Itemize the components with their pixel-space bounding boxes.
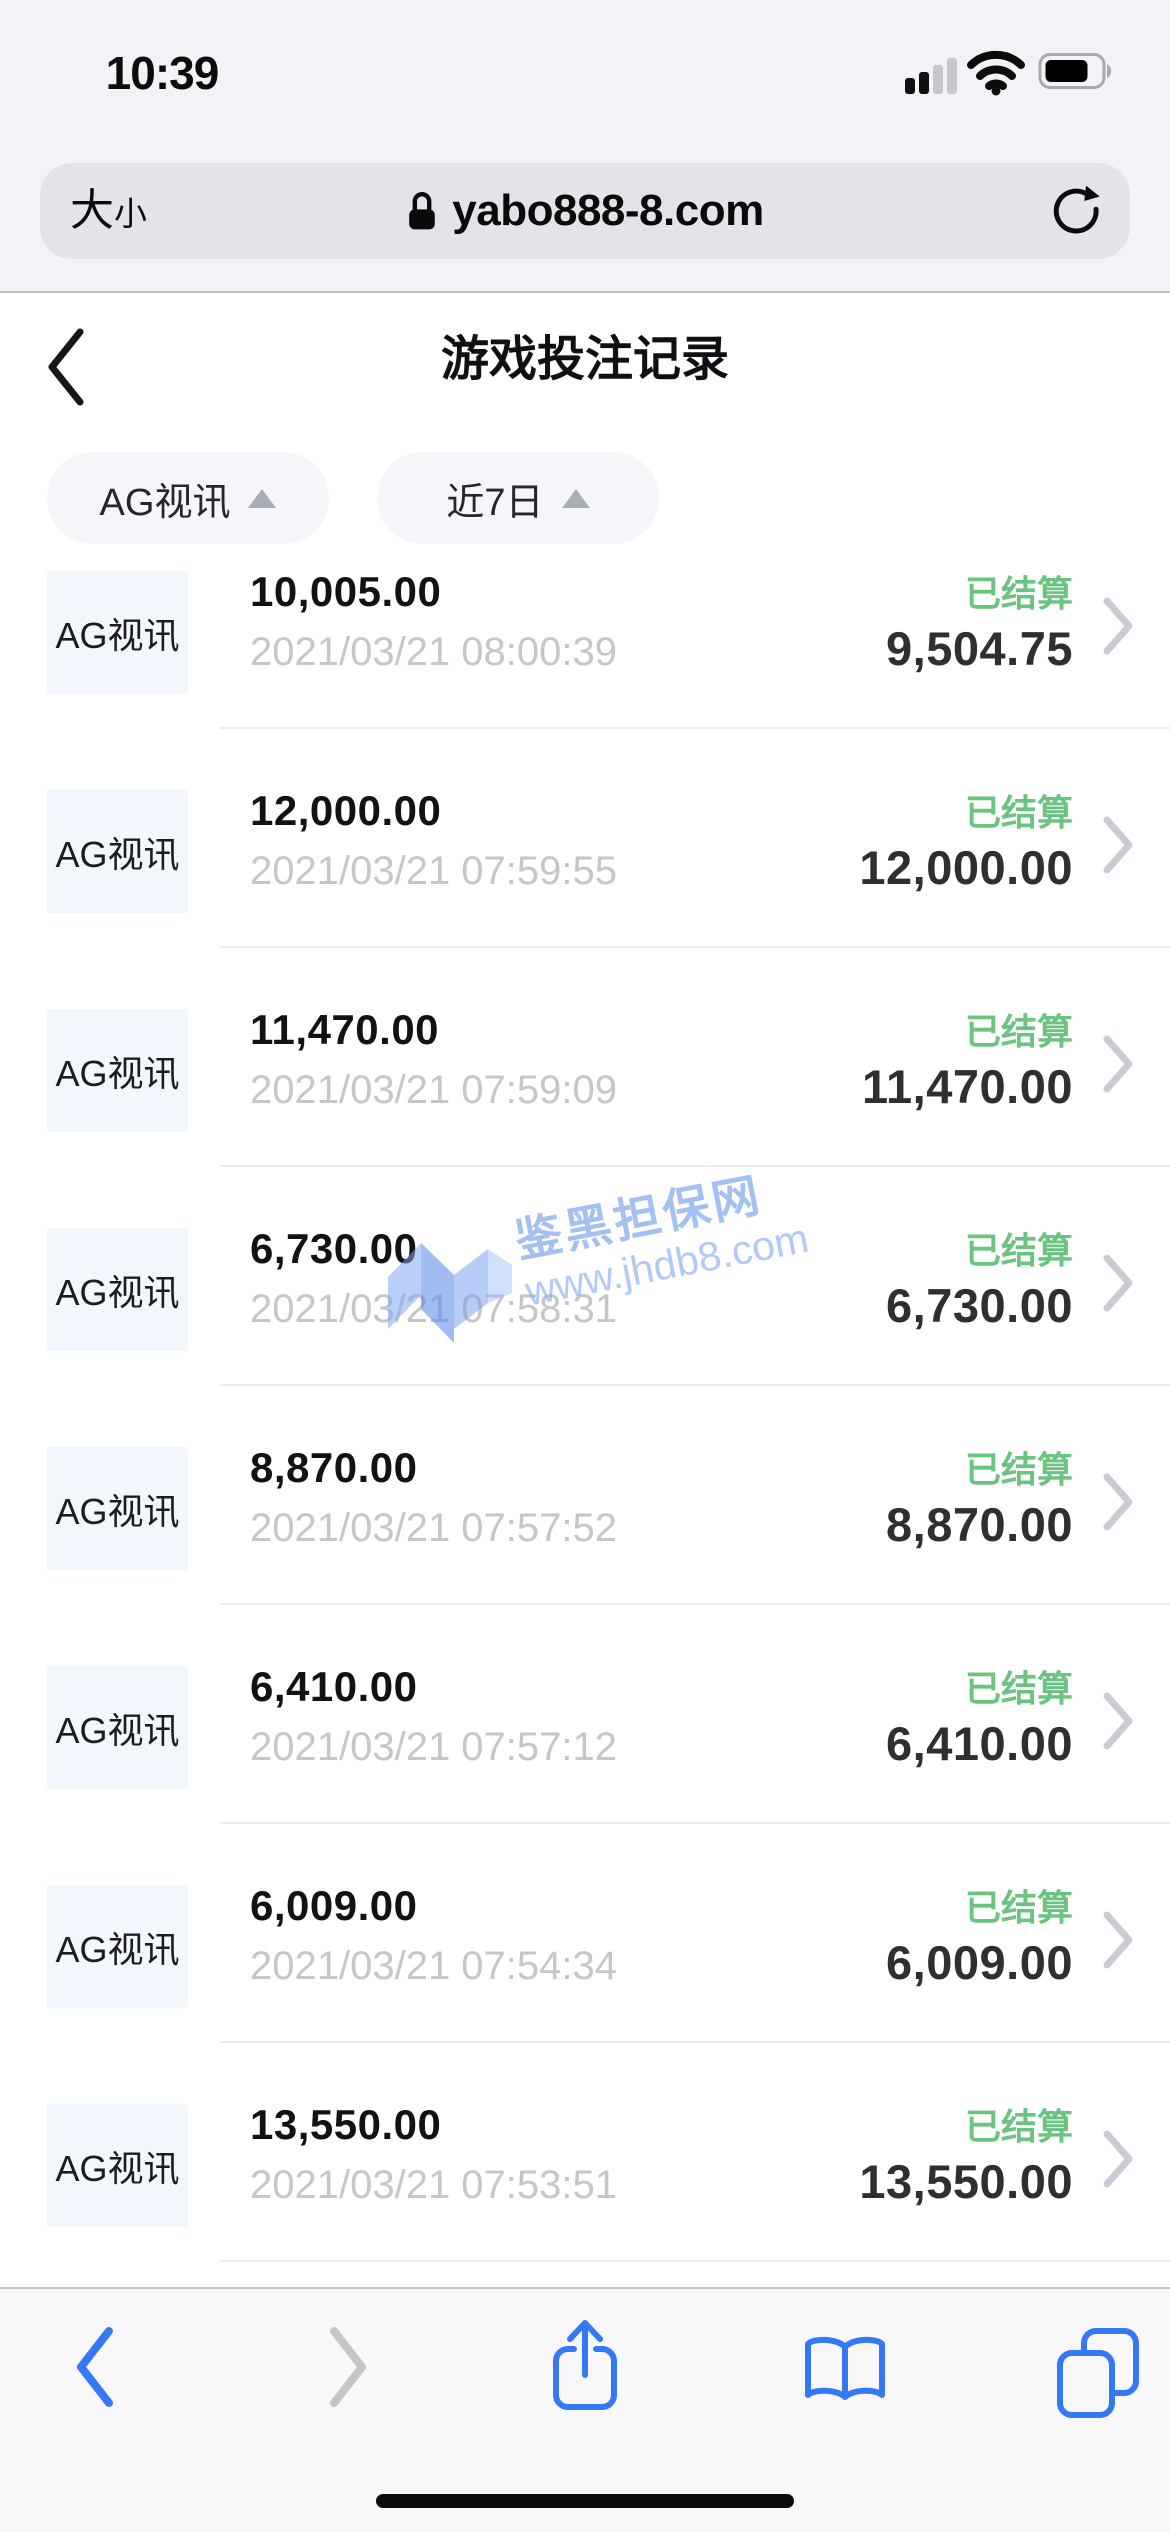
bet-datetime: 2021/03/21 07:59:09 [250,1068,618,1112]
chevron-right-icon [1103,1692,1133,1750]
settled-amount: 6,730.00 [886,1279,1073,1332]
settled-amount: 12,000.00 [859,841,1073,894]
bet-record-row[interactable]: AG视讯 11,470.00 2021/03/21 07:59:09 已结算 1… [0,948,1170,1167]
browser-toolbar [0,2287,1170,2532]
bet-datetime: 2021/03/21 07:57:12 [250,1725,618,1769]
triangle-up-icon [248,488,277,508]
wifi-icon [967,50,1025,96]
game-tag: AG视讯 [47,1009,188,1132]
filter-daterange-label: 近7日 [446,481,544,524]
settled-amount: 6,009.00 [886,1936,1073,1989]
text-size-button[interactable]: 大小 [70,163,147,259]
bet-datetime: 2021/03/21 07:53:51 [250,2163,618,2207]
filter-game-dropdown[interactable]: AG视讯 [47,452,329,544]
page-title: 游戏投注记录 [440,333,729,386]
chevron-right-icon [1103,1035,1133,1093]
status-bar-time: 10:39 [105,47,220,99]
settled-status-badge: 已结算 [964,2106,1073,2147]
bet-record-row[interactable]: AG视讯 6,410.00 2021/03/21 07:57:12 已结算 6,… [0,1605,1170,1824]
bet-record-row[interactable]: AG视讯 6,730.00 2021/03/21 07:58:31 已结算 6,… [0,1167,1170,1386]
chevron-right-icon [1103,1473,1133,1531]
bet-datetime: 2021/03/21 07:58:31 [250,1287,618,1331]
settled-amount: 9,504.75 [886,622,1073,675]
bet-amount: 6,009.00 [250,1882,418,1929]
chevron-right-icon [1103,816,1133,874]
settled-status-badge: 已结算 [964,1230,1073,1271]
chevron-right-icon [1103,2130,1133,2188]
bet-amount: 11,470.00 [250,1006,440,1053]
bookmarks-button[interactable] [800,2333,890,2411]
filter-game-label: AG视讯 [99,481,231,524]
chevron-right-icon [1103,1254,1133,1312]
settled-status-badge: 已结算 [964,1668,1073,1709]
battery-icon [1038,53,1112,89]
bet-datetime: 2021/03/21 07:59:55 [250,849,618,893]
settled-status-badge: 已结算 [964,1887,1073,1928]
browser-back-button[interactable] [73,2325,117,2409]
bet-amount: 6,730.00 [250,1225,418,1272]
reload-button[interactable] [1048,182,1106,240]
game-tag: AG视讯 [47,1885,188,2008]
settled-status-badge: 已结算 [964,1449,1073,1490]
settled-amount: 8,870.00 [886,1498,1073,1551]
chevron-right-icon [1103,1911,1133,1969]
text-size-big-label: 大 [70,186,114,235]
settled-amount: 13,550.00 [859,2155,1073,2208]
bet-record-row[interactable]: AG视讯 10,005.00 2021/03/21 08:00:39 已结算 9… [0,510,1170,729]
settled-amount: 11,470.00 [862,1060,1073,1113]
bet-record-row[interactable]: AG视讯 13,550.00 2021/03/21 07:53:51 已结算 1… [0,2043,1170,2262]
filter-daterange-dropdown[interactable]: 近7日 [377,452,659,544]
settled-status-badge: 已结算 [964,1011,1073,1052]
triangle-up-icon [561,488,590,508]
bet-amount: 12,000.00 [250,787,442,834]
browser-forward-button[interactable] [326,2325,370,2409]
bet-record-row[interactable]: AG视讯 6,009.00 2021/03/21 07:54:34 已结算 6,… [0,1824,1170,2043]
bet-datetime: 2021/03/21 08:00:39 [250,630,618,674]
browser-top-chrome: 10:39 大小 yabo888-8.com [0,0,1170,293]
bet-amount: 10,005.00 [250,568,442,615]
bet-amount: 8,870.00 [250,1444,418,1491]
bet-datetime: 2021/03/21 07:57:52 [250,1506,618,1550]
url-display: yabo888-8.com [40,163,1130,259]
game-tag: AG视讯 [47,1447,188,1570]
lock-icon [409,192,436,230]
home-indicator[interactable] [376,2494,794,2508]
cellular-signal-icon [905,58,957,94]
bet-record-list: AG视讯 10,005.00 2021/03/21 08:00:39 已结算 9… [0,510,1170,2262]
bet-amount: 6,410.00 [250,1663,418,1710]
game-tag: AG视讯 [47,1666,188,1789]
bet-record-row[interactable]: AG视讯 12,000.00 2021/03/21 07:59:55 已结算 1… [0,729,1170,948]
tabs-button[interactable] [1056,2327,1140,2419]
bet-record-row[interactable]: AG视讯 8,870.00 2021/03/21 07:57:52 已结算 8,… [0,1386,1170,1605]
url-bar[interactable]: 大小 yabo888-8.com [40,163,1130,259]
game-tag: AG视讯 [47,571,188,694]
chevron-right-icon [1103,597,1133,655]
settled-status-badge: 已结算 [964,792,1073,833]
game-tag: AG视讯 [47,790,188,913]
bet-amount: 13,550.00 [250,2101,442,2148]
text-size-small-label: 小 [114,195,147,232]
bet-datetime: 2021/03/21 07:54:34 [250,1944,618,1988]
settled-status-badge: 已结算 [964,573,1073,614]
domain-text: yabo888-8.com [452,186,764,235]
page-back-button[interactable] [44,326,88,408]
settled-amount: 6,410.00 [886,1717,1073,1770]
share-button[interactable] [548,2315,622,2413]
game-tag: AG视讯 [47,1228,188,1351]
game-tag: AG视讯 [47,2104,188,2227]
